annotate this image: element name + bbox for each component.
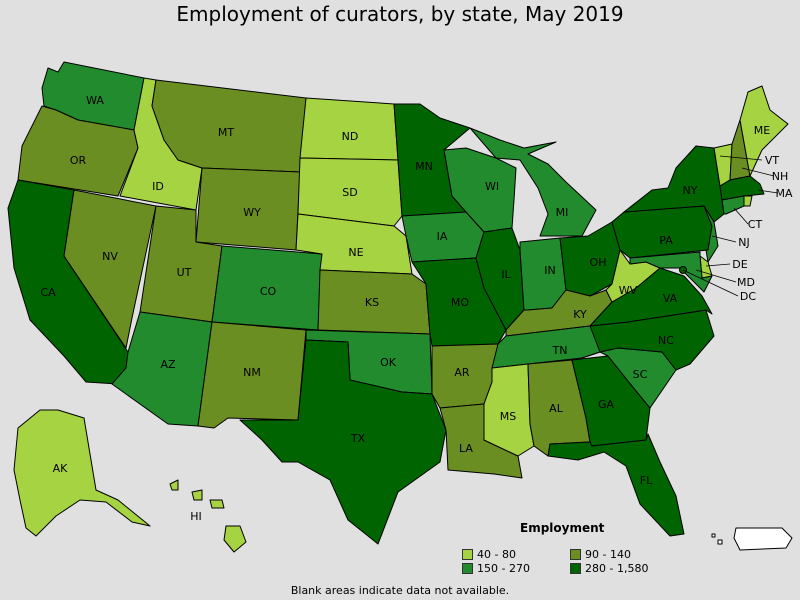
label-tn: TN [552, 344, 568, 357]
label-dc: DC [740, 290, 756, 303]
state-nj[interactable] [703, 205, 719, 263]
label-wi: WI [485, 180, 499, 193]
state-ak[interactable] [13, 409, 151, 537]
label-md: MD [737, 276, 755, 289]
state-wi[interactable] [443, 147, 517, 233]
label-wy: WY [243, 206, 261, 219]
label-de: DE [732, 258, 747, 271]
label-nj: NJ [738, 236, 749, 249]
label-mi: MI [556, 206, 569, 219]
label-al: AL [549, 402, 564, 415]
label-or: OR [70, 154, 87, 167]
legend-title: Employment [520, 521, 605, 535]
label-ca: CA [40, 286, 56, 299]
label-ar: AR [454, 366, 470, 379]
label-ks: KS [365, 296, 379, 309]
label-vt: VT [765, 154, 780, 167]
state-labels: WA OR CA ID NV MT WY UT AZ CO NM ND SD N… [40, 94, 793, 523]
label-ma: MA [775, 187, 792, 200]
label-ct: CT [748, 218, 763, 231]
state-sd[interactable] [297, 157, 403, 227]
state-nv[interactable] [63, 189, 157, 349]
state-fl[interactable] [547, 433, 685, 537]
legend-swatch-1 [462, 549, 473, 560]
label-wv: WV [619, 284, 638, 297]
label-co: CO [260, 285, 277, 298]
footnote: Blank areas indicate data not available. [290, 584, 510, 597]
legend-item-2: 90 - 140 [570, 548, 631, 561]
label-mt: MT [218, 126, 234, 139]
state-mi[interactable] [469, 127, 597, 237]
legend-swatch-3 [462, 563, 473, 574]
label-wa: WA [86, 94, 104, 107]
legend: Employment 40 - 80 90 - 140 150 - 270 28… [462, 520, 662, 576]
legend-swatch-2 [570, 549, 581, 560]
map-title: Employment of curators, by state, May 20… [176, 2, 624, 26]
label-va: VA [663, 292, 678, 305]
legend-item-4: 280 - 1,580 [570, 562, 648, 575]
label-mo: MO [451, 296, 469, 309]
legend-label-4: 280 - 1,580 [585, 562, 649, 575]
state-hi-group [169, 479, 247, 553]
legend-label-1: 40 - 80 [477, 548, 516, 561]
state-pa[interactable] [611, 205, 713, 259]
label-ga: GA [598, 398, 615, 411]
state-hi-kauai[interactable] [169, 479, 179, 491]
leader-dc [682, 269, 739, 297]
label-fl: FL [640, 474, 653, 487]
label-ky: KY [573, 308, 587, 321]
label-me: ME [754, 124, 770, 137]
label-sd: SD [342, 186, 357, 199]
label-az: AZ [160, 358, 176, 371]
territory-islet-1 [717, 539, 723, 545]
label-hi: HI [190, 510, 202, 523]
leader-nj [711, 235, 737, 243]
label-sc: SC [633, 368, 648, 381]
label-oh: OH [590, 256, 607, 269]
territory-pr[interactable] [733, 527, 793, 551]
legend-item-1: 40 - 80 [462, 548, 516, 561]
label-il: IL [501, 268, 511, 281]
state-tx[interactable] [239, 339, 447, 545]
label-mn: MN [415, 160, 433, 173]
label-ne: NE [348, 246, 363, 259]
leader-md [695, 269, 737, 283]
legend-swatch-4 [570, 563, 581, 574]
label-la: LA [459, 442, 473, 455]
state-ri[interactable] [743, 195, 753, 207]
state-hi-maui[interactable] [209, 499, 225, 509]
label-nd: ND [342, 130, 359, 143]
state-hi-big-island[interactable] [223, 525, 247, 553]
label-tx: TX [350, 432, 366, 445]
territory-islet-2 [711, 533, 716, 538]
state-ct[interactable] [721, 195, 745, 215]
label-nh: NH [772, 170, 789, 183]
label-id: ID [152, 180, 164, 193]
state-md[interactable] [629, 251, 713, 293]
leader-nh [741, 167, 775, 177]
label-nv: NV [102, 250, 118, 263]
label-ny: NY [683, 184, 698, 197]
label-ak: AK [53, 462, 69, 475]
leader-ct [733, 207, 749, 225]
legend-label-3: 150 - 270 [477, 562, 530, 575]
state-nd[interactable] [299, 97, 399, 161]
state-me[interactable] [739, 85, 789, 177]
leader-de [705, 263, 731, 267]
label-nc: NC [658, 334, 674, 347]
state-hi-oahu[interactable] [191, 489, 203, 501]
legend-item-3: 150 - 270 [462, 562, 530, 575]
label-nm: NM [243, 366, 261, 379]
legend-label-2: 90 - 140 [585, 548, 631, 561]
label-ok: OK [380, 356, 397, 369]
label-ms: MS [500, 410, 516, 423]
label-in: IN [544, 264, 555, 277]
label-pa: PA [659, 234, 673, 247]
leader-ma [757, 189, 779, 194]
leader-vt [719, 155, 763, 161]
label-ut: UT [177, 266, 192, 279]
label-ia: IA [437, 230, 448, 243]
